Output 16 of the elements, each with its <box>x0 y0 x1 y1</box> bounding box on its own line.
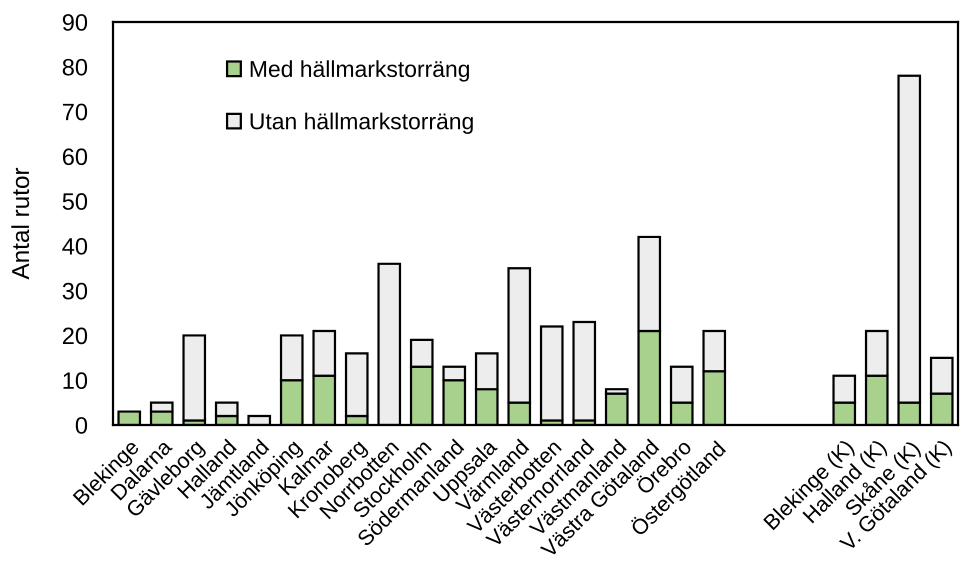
legend-label: Utan hällmarkstorräng <box>250 112 473 134</box>
legend-label: Med hällmarkstorräng <box>250 60 469 82</box>
bar <box>540 325 564 422</box>
y-tick-label: 40 <box>62 238 88 255</box>
y-tick-label: 80 <box>62 58 88 76</box>
y-tick-label: 20 <box>62 328 88 344</box>
y-tick-label: 0 <box>76 417 88 434</box>
y-axis-title: Antal rutor <box>11 168 30 280</box>
y-tick-label: 10 <box>64 372 88 390</box>
y-tick-label: 50 <box>62 193 88 210</box>
y-tick-label: 90 <box>62 14 88 31</box>
y-tick-label: 70 <box>62 104 88 120</box>
bar <box>182 334 206 422</box>
y-tick-label: 60 <box>62 148 88 166</box>
y-tick-label: 30 <box>62 282 88 300</box>
bar <box>572 320 596 422</box>
